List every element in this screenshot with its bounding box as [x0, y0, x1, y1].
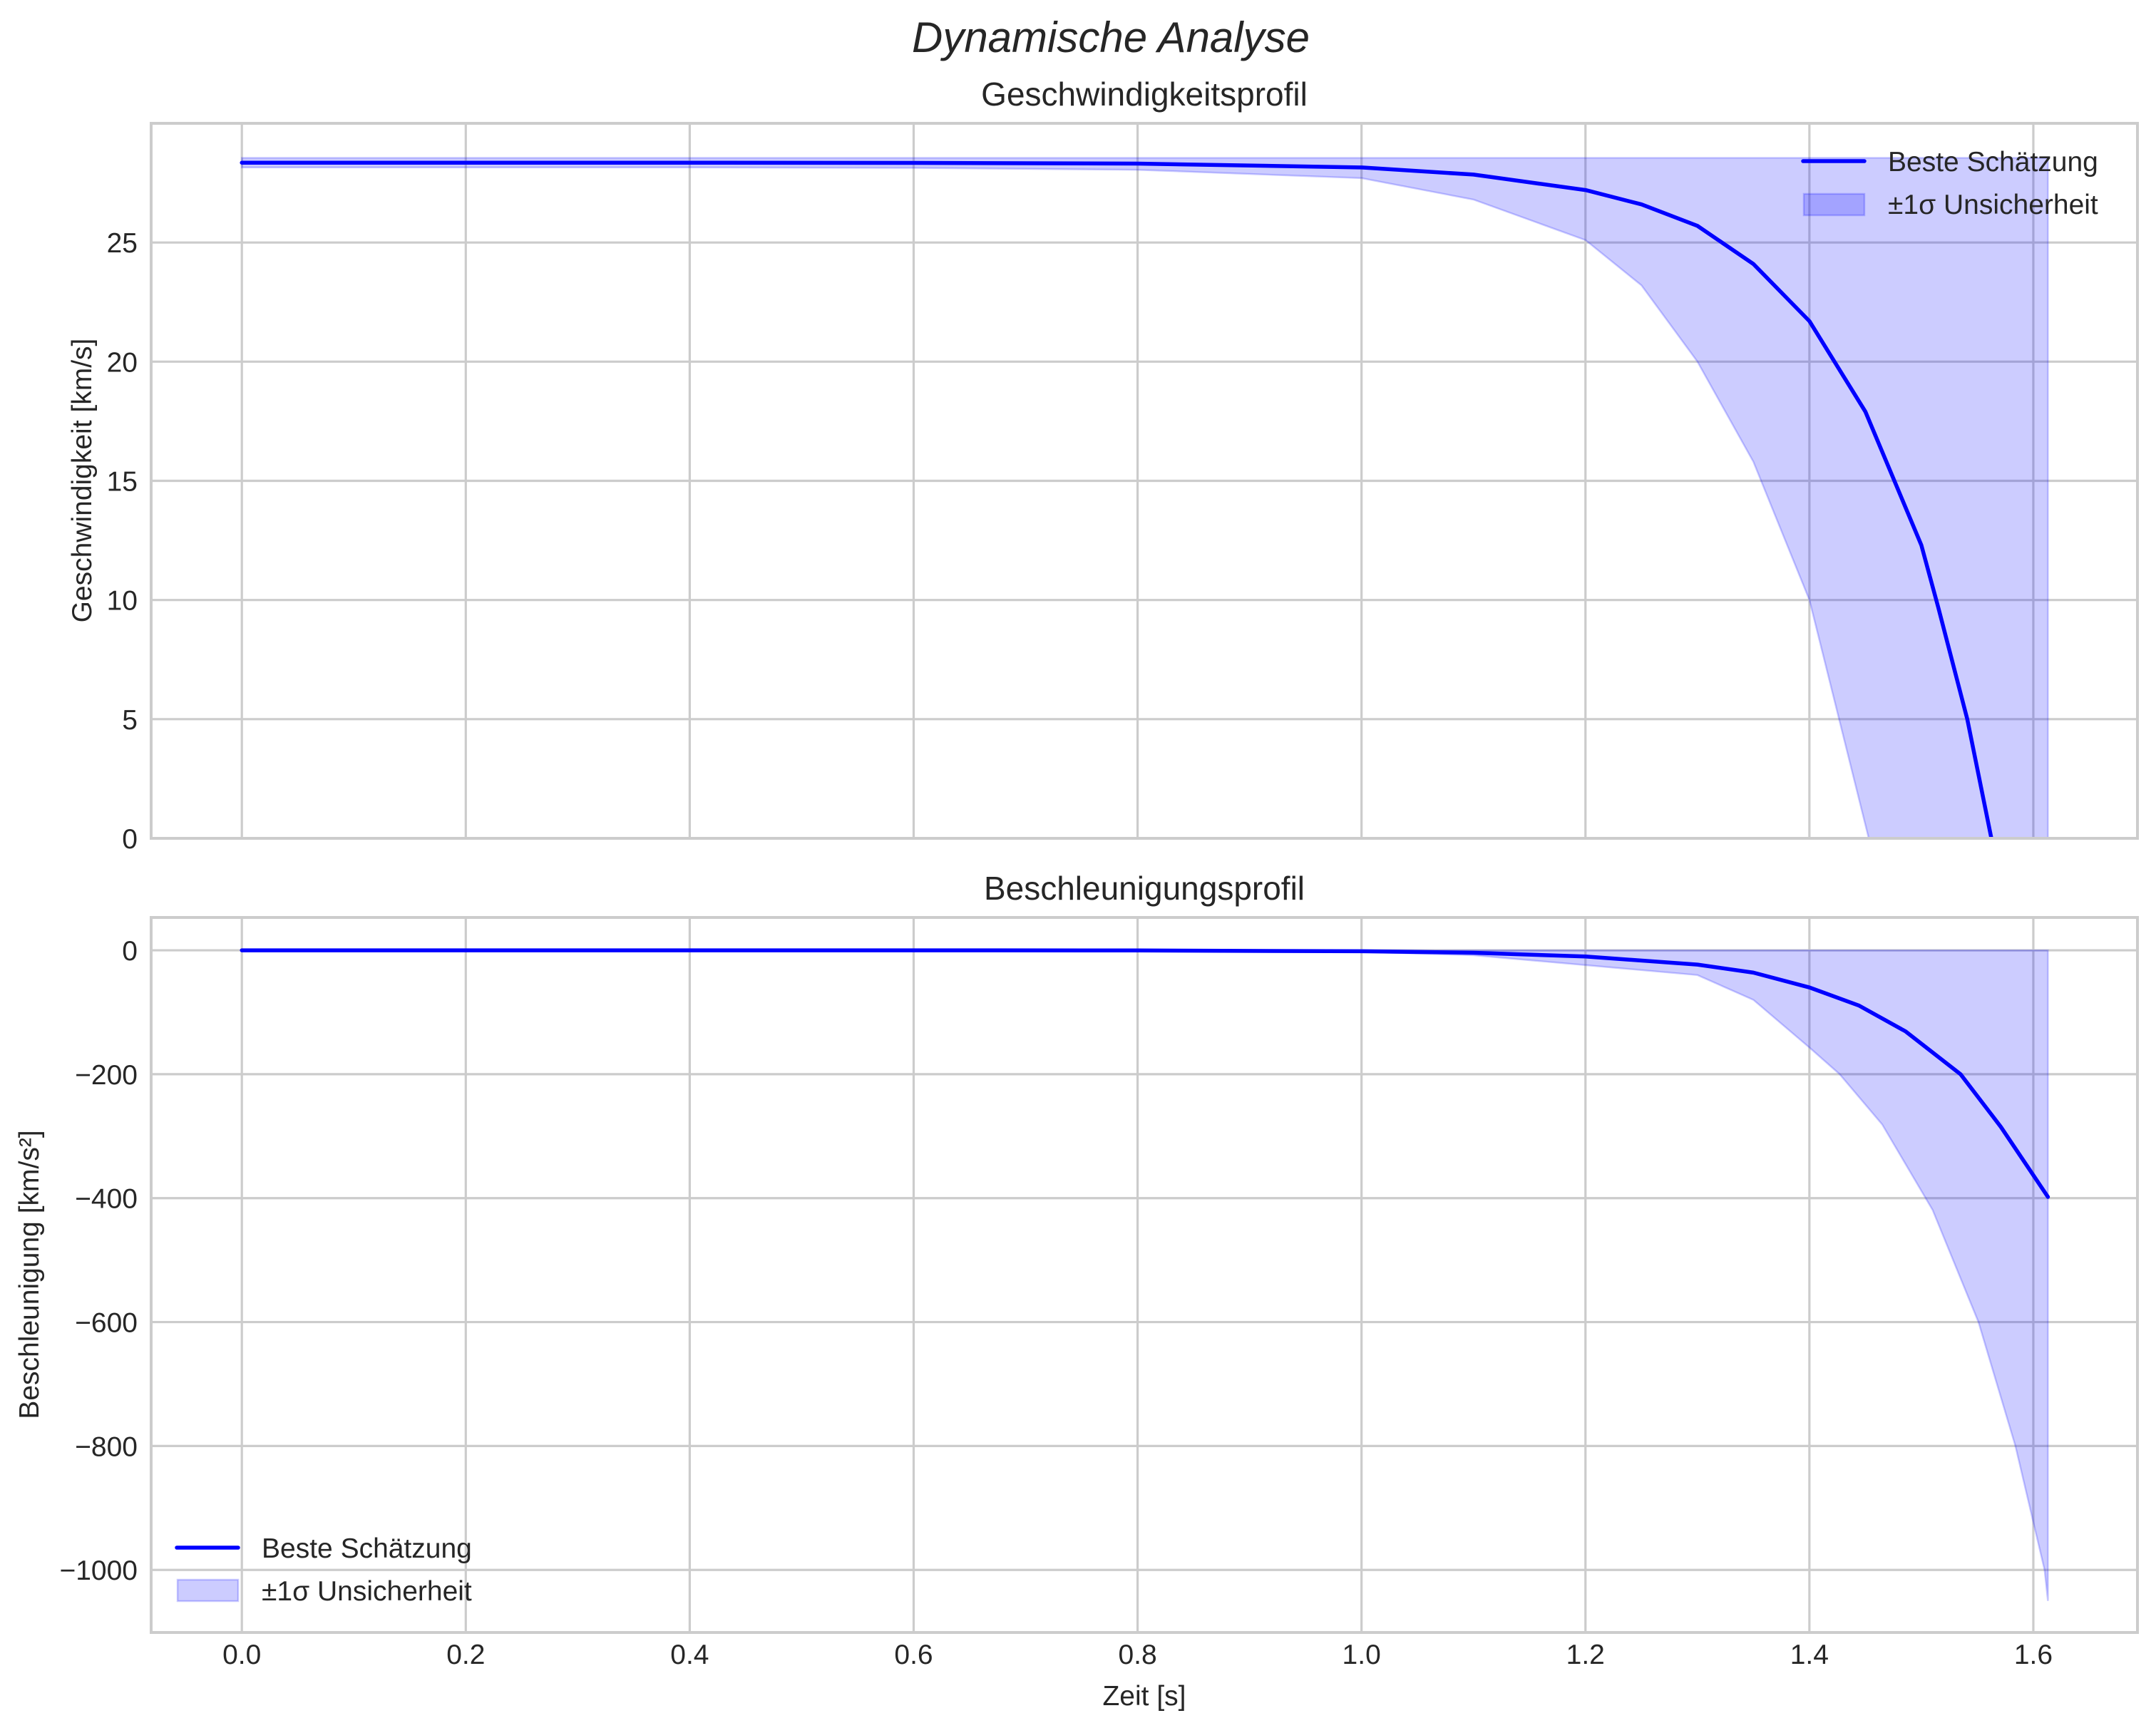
- acceleration-uncertainty-band: [242, 949, 2049, 1601]
- x-tick-label: 1.4: [1790, 1640, 1829, 1670]
- velocity-axes-frame: [150, 122, 2139, 840]
- velocity-panel: Geschwindigkeitsprofil 0 5 10 15 20 25 Geschw…: [67, 76, 2139, 855]
- x-tick-label: 0.8: [1118, 1640, 1156, 1670]
- legend-sigma-label: ±1σ Unsicherheit: [262, 1576, 472, 1607]
- time-x-axis-label: Zeit [s]: [1102, 1681, 1186, 1712]
- y-tick-label: −200: [75, 1060, 138, 1091]
- legend-best-label: Beste Schätzung: [262, 1533, 472, 1564]
- x-tick-label: 0.0: [222, 1640, 261, 1670]
- y-tick-label: 15: [107, 467, 138, 498]
- acceleration-panel: Beschleunigungsprofil 0 −200 −400 −600 −800 −…: [14, 870, 2139, 1712]
- y-tick-label: −400: [75, 1184, 138, 1215]
- legend-best-label: Beste Schätzung: [1888, 147, 2098, 178]
- velocity-y-axis-label: Geschwindigkeit [km/s]: [67, 339, 98, 623]
- acceleration-axes-frame: [150, 916, 2139, 1634]
- legend-band-swatch: [1802, 192, 1866, 217]
- x-tick-label: 1.6: [2014, 1640, 2053, 1670]
- y-tick-label: 10: [107, 586, 138, 617]
- y-tick-label: 5: [122, 705, 138, 736]
- acceleration-panel-title: Beschleunigungsprofil: [984, 870, 1305, 907]
- y-tick-label: 20: [107, 347, 138, 378]
- y-tick-label: −600: [75, 1308, 138, 1339]
- acceleration-plot-area: [240, 948, 2050, 1601]
- figure-title: Dynamische Analyse: [912, 14, 1310, 61]
- velocity-panel-title: Geschwindigkeitsprofil: [981, 76, 1308, 113]
- velocity-best-estimate-line: [240, 160, 1993, 838]
- velocity-plot-area: [240, 157, 2049, 838]
- y-tick-label: −1000: [59, 1555, 138, 1586]
- x-tick-label: 0.6: [894, 1640, 933, 1670]
- x-tick-label: 1.0: [1343, 1640, 1381, 1670]
- velocity-y-ticks: 0 5 10 15 20 25: [107, 228, 138, 855]
- acceleration-best-estimate-line: [240, 948, 2050, 1199]
- legend-band-swatch: [176, 1578, 240, 1603]
- velocity-legend: Beste Schätzung ±1σ Unsicherheit: [1801, 147, 2098, 220]
- time-x-ticks: 0.0 0.2 0.4 0.6 0.8 1.0 1.2 1.4 1.6: [222, 1640, 2053, 1670]
- x-tick-label: 0.4: [670, 1640, 709, 1670]
- y-tick-label: 25: [107, 228, 138, 259]
- y-tick-label: −800: [75, 1431, 138, 1462]
- acceleration-legend: Beste Schätzung ±1σ Unsicherheit: [175, 1533, 472, 1607]
- y-tick-label: 0: [122, 936, 138, 967]
- velocity-uncertainty-band: [240, 157, 2049, 838]
- acceleration-y-ticks: 0 −200 −400 −600 −800 −1000: [59, 936, 138, 1586]
- y-tick-label: 0: [122, 824, 138, 855]
- x-tick-label: 0.2: [446, 1640, 485, 1670]
- acceleration-y-axis-label: Beschleunigung [km/s²]: [14, 1130, 45, 1419]
- x-tick-label: 1.2: [1566, 1640, 1605, 1670]
- legend-sigma-label: ±1σ Unsicherheit: [1888, 190, 2098, 220]
